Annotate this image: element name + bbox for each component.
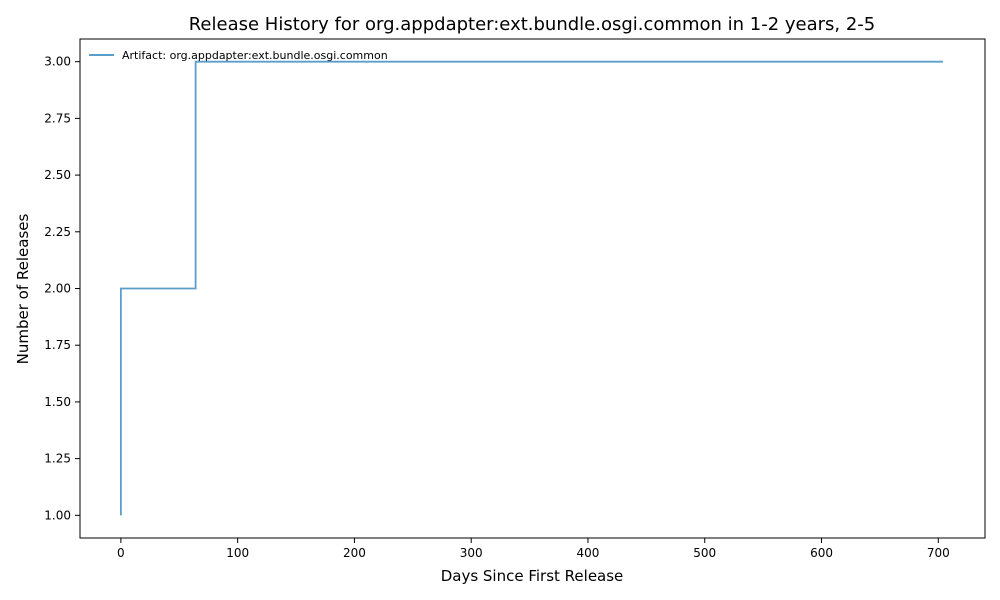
y-tick-label: 1.50 [44, 395, 71, 409]
y-tick-label: 2.00 [44, 282, 71, 296]
x-tick-label: 200 [343, 546, 366, 560]
y-tick-label: 1.00 [44, 508, 71, 522]
y-tick-label: 3.00 [44, 55, 71, 69]
x-axis-label: Days Since First Release [441, 567, 624, 585]
x-tick-label: 100 [226, 546, 249, 560]
y-tick-label: 2.50 [44, 168, 71, 182]
y-axis-ticks: 1.00 1.25 1.50 1.75 2.00 2.25 2.50 2.75 3.00 [44, 55, 80, 522]
x-tick-label: 300 [460, 546, 483, 560]
y-tick-label: 1.25 [44, 452, 71, 466]
x-tick-label: 600 [810, 546, 833, 560]
legend-label: Artifact: org.appdapter:ext.bundle.osgi.… [122, 49, 388, 62]
x-tick-label: 0 [117, 546, 125, 560]
legend: Artifact: org.appdapter:ext.bundle.osgi.… [89, 49, 388, 62]
y-tick-label: 1.75 [44, 338, 71, 352]
y-tick-label: 2.75 [44, 111, 71, 125]
x-axis-ticks: 0 100 200 300 400 500 600 700 [117, 538, 950, 560]
x-tick-label: 700 [927, 546, 950, 560]
y-axis-label: Number of Releases [14, 213, 32, 364]
x-tick-label: 500 [693, 546, 716, 560]
axes-frame [79, 38, 986, 539]
series-step-line [119, 60, 943, 516]
chart-title: Release History for org.appdapter:ext.bu… [189, 14, 876, 35]
plot-area [119, 60, 943, 516]
y-tick-label: 2.25 [44, 225, 71, 239]
x-tick-label: 400 [577, 546, 600, 560]
